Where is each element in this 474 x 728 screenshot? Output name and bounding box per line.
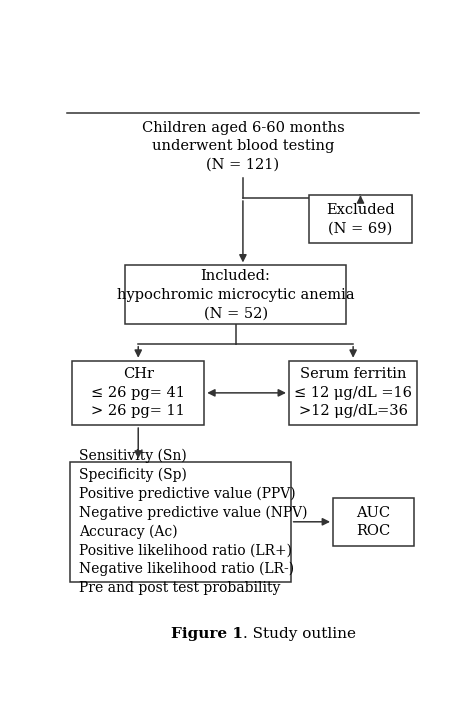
Bar [333,498,414,545]
Bar [125,265,346,324]
Text: Excluded
(N = 69): Excluded (N = 69) [326,203,395,235]
Text: Sensitivity (Sn)
Specificity (Sp)
Positive predictive value (PPV)
Negative predi: Sensitivity (Sn) Specificity (Sp) Positi… [80,449,308,595]
Text: CHr
≤ 26 pg= 41
> 26 pg= 11: CHr ≤ 26 pg= 41 > 26 pg= 11 [91,368,185,419]
Bar [309,195,412,243]
Text: Children aged 6-60 months
underwent blood testing
(N = 121): Children aged 6-60 months underwent bloo… [142,121,344,172]
Text: AUC
ROC: AUC ROC [356,505,391,538]
Bar [70,462,291,582]
Text: Included:
hypochromic microcytic anemia
(N = 52): Included: hypochromic microcytic anemia … [117,269,355,320]
Text: . Study outline: . Study outline [243,627,356,641]
Bar [72,360,204,425]
Bar [289,360,418,425]
Text: Figure 1: Figure 1 [171,627,243,641]
Text: Serum ferritin
≤ 12 μg/dL =16
>12 μg/dL=36: Serum ferritin ≤ 12 μg/dL =16 >12 μg/dL=… [294,368,412,419]
